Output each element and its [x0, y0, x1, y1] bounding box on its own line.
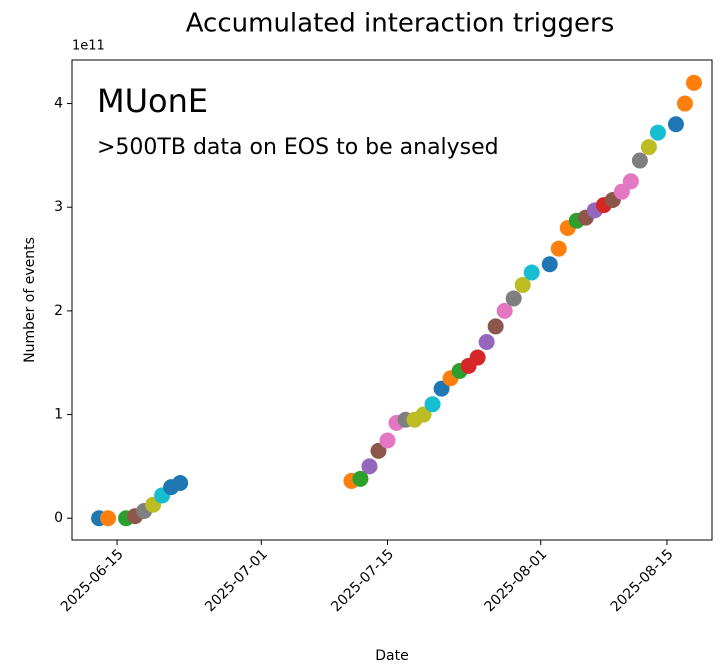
- point: [667, 116, 684, 133]
- x-tick-label: 2025-08-01: [482, 546, 551, 615]
- chart-title: Accumulated interaction triggers: [186, 9, 615, 39]
- point: [622, 173, 639, 190]
- y-tick-label: 2: [54, 303, 63, 319]
- y-axis-label: Number of events: [22, 237, 38, 363]
- x-tick-label: 2025-06-15: [58, 546, 127, 615]
- point: [550, 240, 567, 257]
- point: [100, 510, 117, 527]
- point: [352, 470, 369, 487]
- point: [649, 124, 666, 141]
- point: [172, 474, 189, 491]
- point: [496, 302, 513, 319]
- point: [469, 349, 486, 366]
- point: [640, 139, 657, 156]
- point: [478, 333, 495, 350]
- point: [541, 256, 558, 273]
- plot-area: [91, 74, 702, 527]
- point: [613, 183, 630, 200]
- point: [676, 95, 693, 112]
- point: [514, 276, 531, 293]
- y-tick-label: 1: [54, 407, 63, 423]
- point: [424, 396, 441, 413]
- point: [631, 152, 648, 169]
- plot-frame: [71, 59, 713, 541]
- y-tick-label: 4: [54, 96, 63, 112]
- x-axis-label: Date: [375, 648, 408, 664]
- point: [523, 264, 540, 281]
- point: [415, 406, 432, 423]
- annotation: MUonE: [97, 82, 208, 120]
- y-tick-label: 3: [54, 199, 63, 215]
- y-offset-label: 1e11: [72, 39, 105, 54]
- x-tick-label: 2025-07-01: [202, 546, 271, 615]
- y-tick-label: 0: [54, 510, 63, 526]
- point: [379, 432, 396, 449]
- point: [370, 442, 387, 459]
- x-tick-label: 2025-08-15: [608, 546, 677, 615]
- point: [505, 290, 522, 307]
- point: [361, 458, 378, 475]
- point: [433, 380, 450, 397]
- x-tick-label: 2025-07-15: [328, 546, 397, 615]
- subtitle: >500TB data on EOS to be analysed: [97, 135, 499, 160]
- point: [685, 74, 702, 91]
- point: [487, 318, 504, 335]
